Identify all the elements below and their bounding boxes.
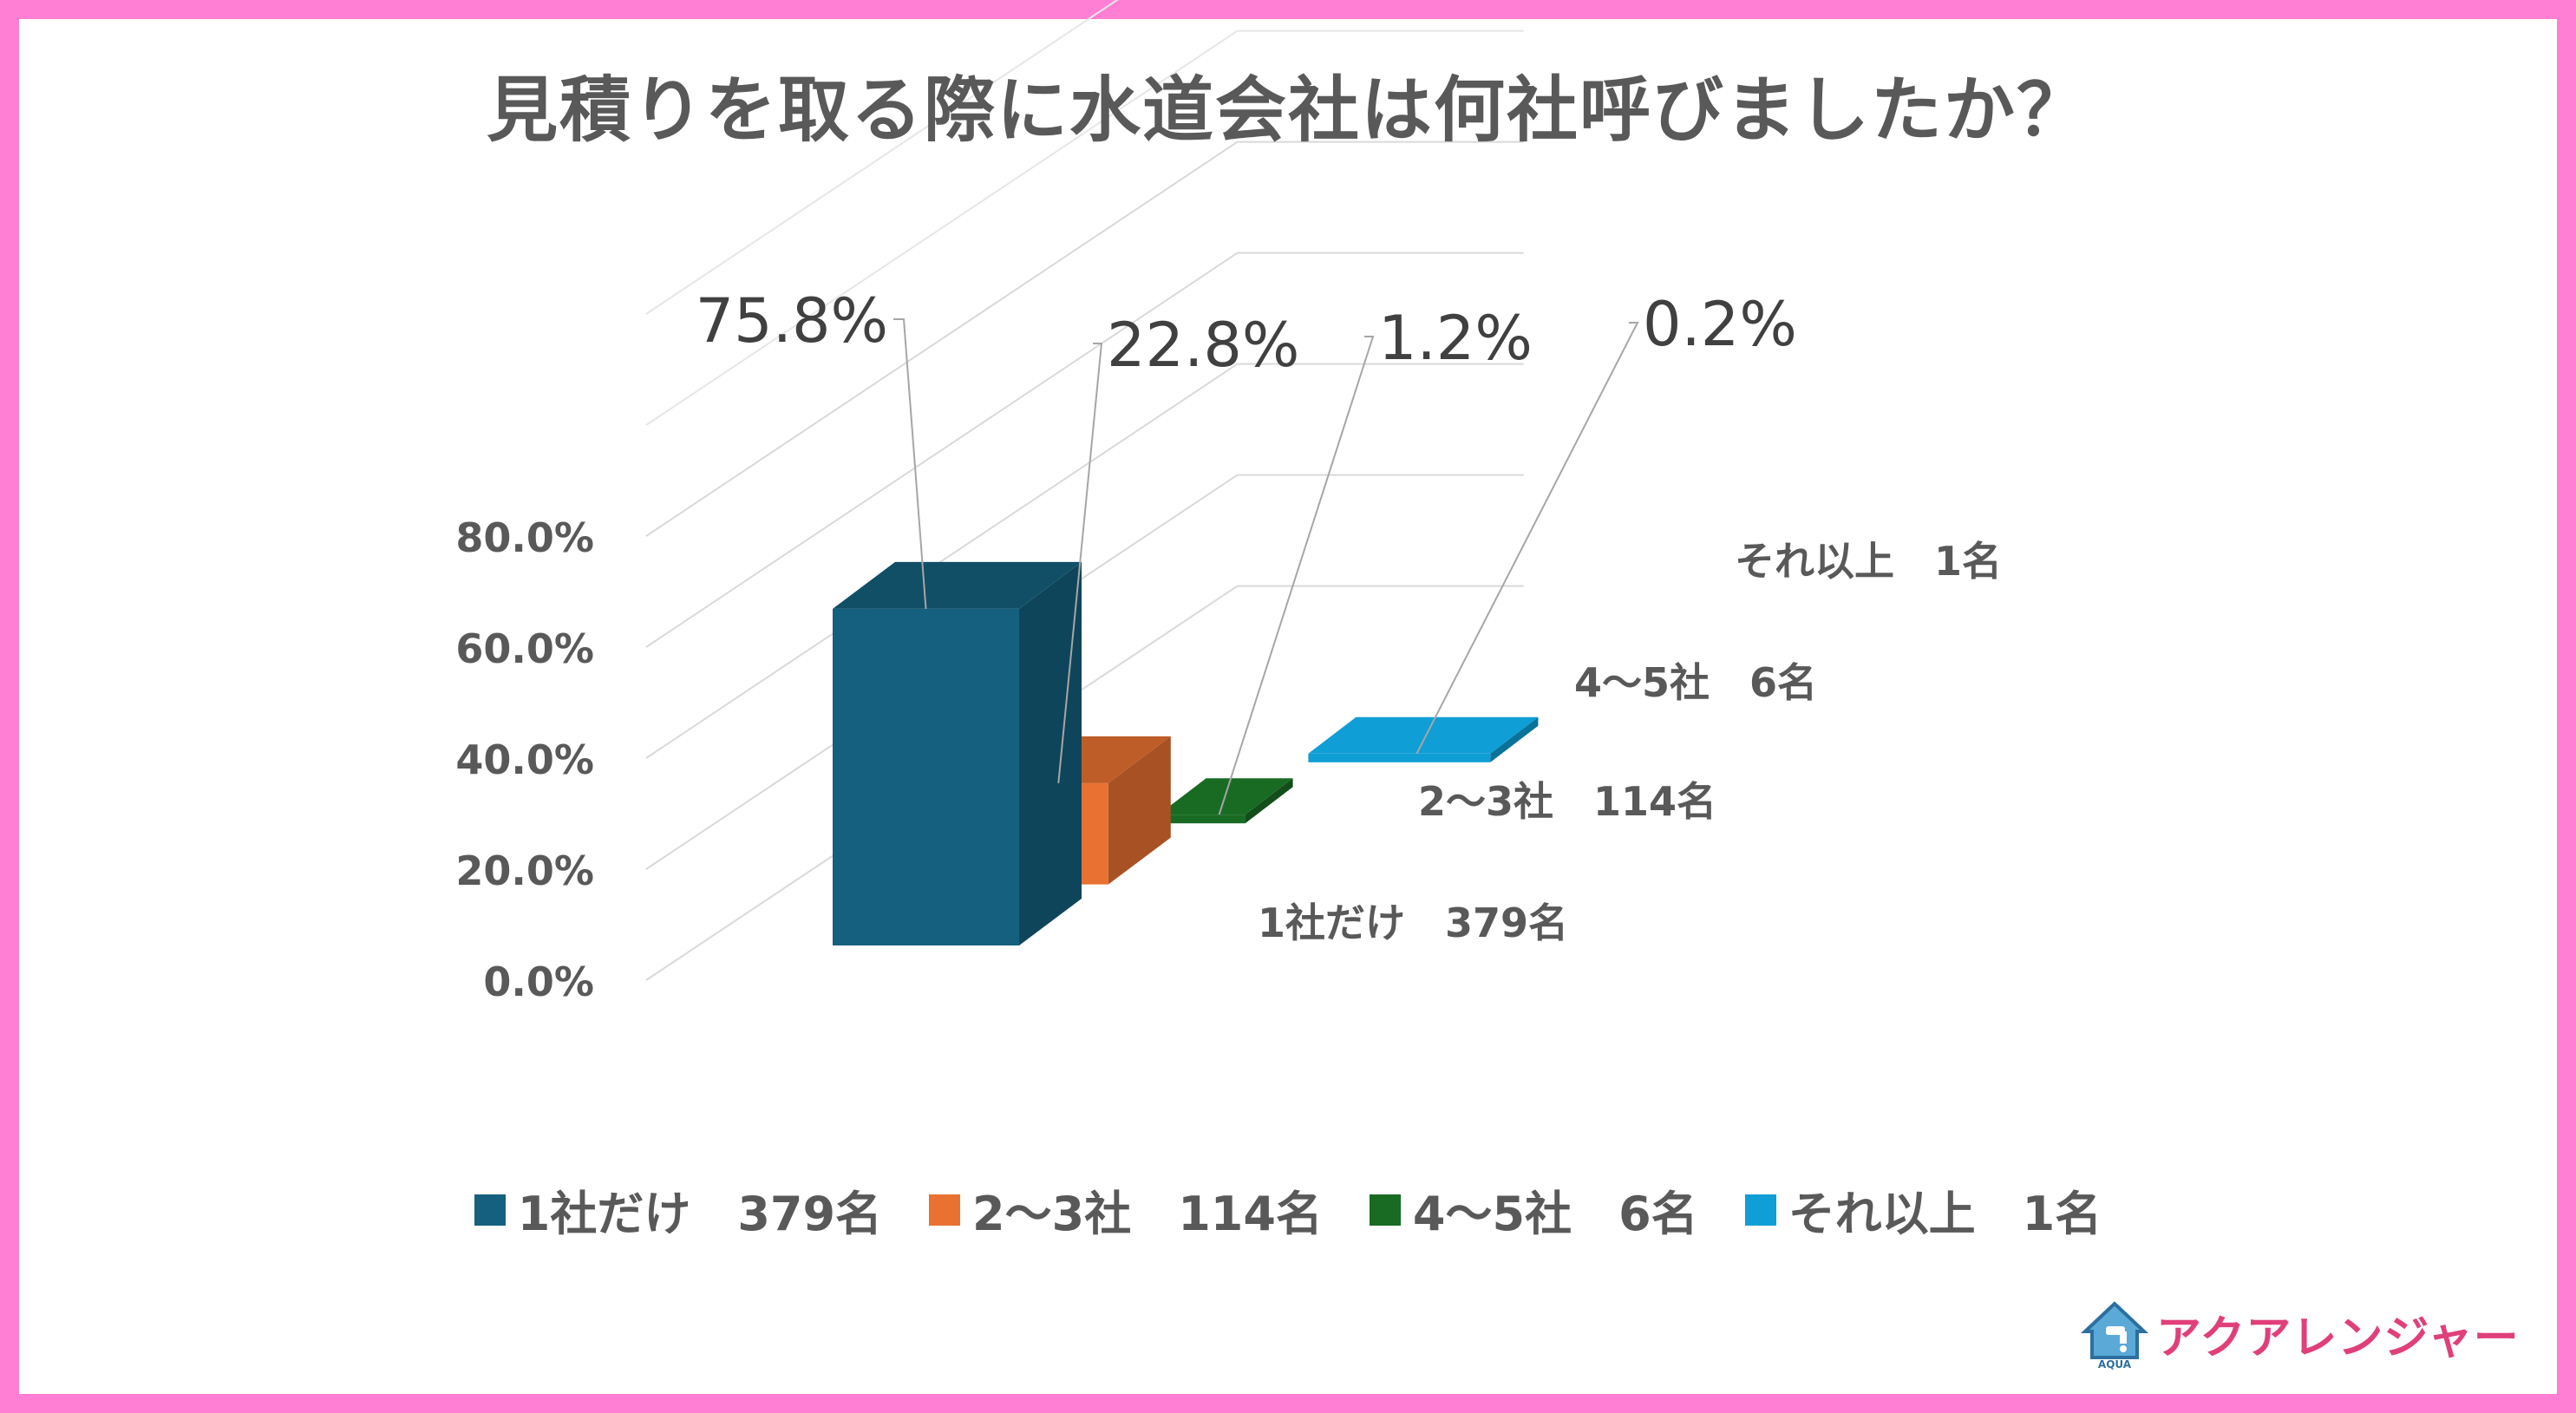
bar-side-3 xyxy=(1245,778,1293,824)
data-label-2: 22.8% xyxy=(1107,310,1299,381)
legend-item-4: それ以上 1名 xyxy=(1744,1175,2102,1244)
depth-axis-label: 4〜5社 6名 xyxy=(1574,659,1817,706)
legend-label-2: 2〜3社 114名 xyxy=(972,1187,1323,1241)
bar-4 xyxy=(1308,753,1491,762)
data-label-leader-2 xyxy=(1057,343,1103,783)
data-label-leader-1 xyxy=(893,318,927,609)
y-tick-label: 0.0% xyxy=(483,958,594,1005)
brand-logo: AQUA アクアレンジャー xyxy=(2080,1297,2520,1370)
gridline-diagonal-3 xyxy=(645,252,1239,648)
bar-side-4 xyxy=(1490,716,1539,762)
y-tick-label: 60.0% xyxy=(455,625,594,672)
brand-logo-text: アクアレンジャー xyxy=(2156,1312,2520,1364)
legend-item-1: 1社だけ 379名 xyxy=(474,1175,882,1244)
data-label-4: 0.2% xyxy=(1643,289,1797,360)
svg-text:AQUA: AQUA xyxy=(2098,1358,2132,1370)
bar-3 xyxy=(1158,814,1246,824)
bar-side-2 xyxy=(1108,736,1171,885)
legend-swatch-2 xyxy=(929,1194,961,1226)
y-tick-label: 80.0% xyxy=(455,514,594,561)
bar-top-4 xyxy=(1308,716,1539,754)
gridline-diagonal-upper xyxy=(645,29,1239,426)
y-tick-label: 20.0% xyxy=(455,847,594,894)
legend-item-3: 4〜5社 6名 xyxy=(1369,1175,1698,1244)
data-label-3: 1.2% xyxy=(1378,303,1533,374)
gridline-diagonal-2 xyxy=(645,363,1239,759)
gridline-diagonal-4 xyxy=(645,141,1239,537)
legend-swatch-1 xyxy=(474,1194,506,1226)
data-label-leader-3 xyxy=(1218,336,1375,815)
legend-swatch-3 xyxy=(1369,1194,1401,1226)
legend-label-3: 4〜5社 6名 xyxy=(1412,1187,1698,1241)
depth-axis-label: 2〜3社 114名 xyxy=(1418,778,1716,825)
house-faucet-icon: AQUA xyxy=(2080,1301,2149,1370)
chart-legend: 1社だけ 379名 2〜3社 114名 4〜5社 6名 それ以上 1名 xyxy=(0,1175,2576,1244)
bar-top-1 xyxy=(833,561,1082,609)
gridline-diagonal-upper xyxy=(645,0,1119,315)
bar-side-1 xyxy=(1019,561,1082,945)
y-tick-label: 40.0% xyxy=(455,736,594,783)
legend-label-1: 1社だけ 379名 xyxy=(517,1187,883,1241)
chart-title: 見積りを取る際に水道会社は何社呼びましたか？ xyxy=(486,69,2089,152)
depth-axis-label: 1社だけ 379名 xyxy=(1258,899,1568,946)
legend-swatch-4 xyxy=(1744,1194,1776,1226)
depth-axis-label: それ以上 1名 xyxy=(1735,538,2002,585)
data-label-leader-4 xyxy=(1415,322,1639,755)
bar-1 xyxy=(833,608,1019,945)
legend-item-2: 2〜3社 114名 xyxy=(929,1175,1323,1244)
data-label-1: 75.8% xyxy=(696,285,888,357)
legend-label-4: それ以上 1名 xyxy=(1788,1187,2102,1241)
